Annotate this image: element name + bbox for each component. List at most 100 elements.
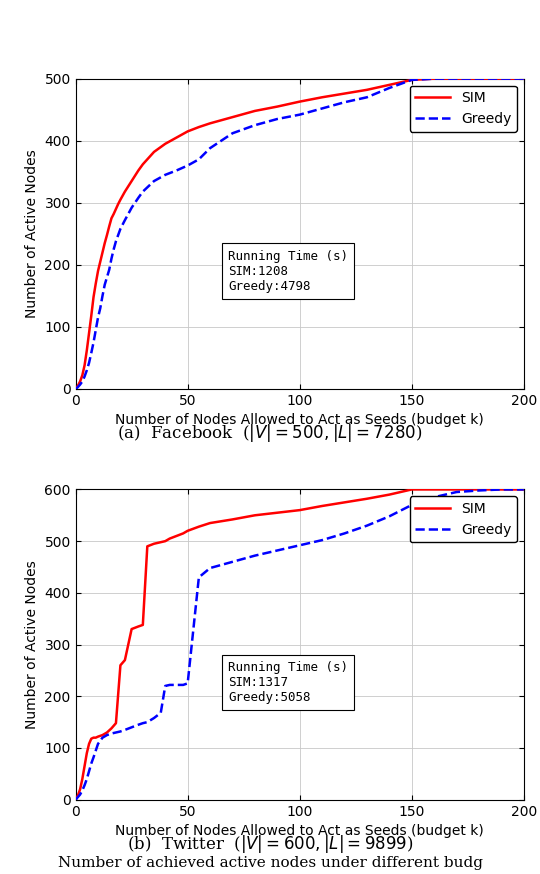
SIM	[84, 345, 90, 356]
Legend: SIM, Greedy: SIM, Greedy	[409, 496, 517, 543]
Y-axis label: Number of Active Nodes: Number of Active Nodes	[25, 560, 39, 729]
Greedy	[95, 739, 102, 749]
Greedy	[252, 551, 258, 561]
SIM	[158, 537, 164, 547]
SIM	[135, 621, 141, 632]
SIM	[162, 139, 168, 149]
Greedy	[99, 732, 106, 743]
Greedy	[363, 520, 370, 531]
SIM	[252, 510, 258, 521]
Greedy	[102, 280, 108, 290]
Greedy	[476, 485, 482, 496]
SIM	[88, 733, 94, 744]
SIM	[195, 121, 202, 132]
SIM	[117, 194, 124, 205]
SIM	[122, 655, 128, 665]
SIM	[252, 106, 258, 116]
Greedy	[79, 785, 85, 795]
Greedy	[108, 728, 114, 739]
Line: SIM: SIM	[76, 489, 524, 800]
Greedy	[90, 337, 97, 348]
Greedy	[431, 73, 437, 84]
Text: Running Time (s)
SIM:1208
Greedy:4798: Running Time (s) SIM:1208 Greedy:4798	[228, 250, 348, 293]
Greedy	[97, 303, 104, 314]
SIM	[184, 525, 191, 536]
SIM	[386, 80, 393, 90]
Greedy	[319, 103, 325, 114]
SIM	[129, 624, 135, 635]
Text: Number of achieved active nodes under different budg: Number of achieved active nodes under di…	[57, 856, 483, 870]
SIM	[113, 718, 119, 728]
SIM	[162, 536, 168, 546]
SIM	[86, 328, 92, 338]
Greedy	[229, 557, 235, 567]
SIM	[274, 101, 281, 112]
Greedy	[135, 192, 141, 203]
Greedy	[207, 143, 213, 154]
SIM	[296, 505, 303, 516]
Greedy	[195, 154, 202, 164]
Greedy	[151, 713, 157, 724]
SIM	[92, 278, 99, 288]
Greedy	[296, 109, 303, 120]
Greedy	[113, 727, 119, 738]
SIM	[82, 360, 88, 371]
SIM	[115, 198, 122, 209]
SIM	[90, 292, 97, 302]
SIM	[151, 147, 157, 157]
Line: SIM: SIM	[76, 79, 524, 389]
SIM	[195, 522, 202, 532]
Y-axis label: Number of Active Nodes: Number of Active Nodes	[25, 149, 39, 318]
SIM	[274, 508, 281, 518]
Greedy	[453, 487, 460, 497]
Greedy	[75, 382, 81, 392]
Greedy	[184, 678, 191, 689]
SIM	[90, 732, 97, 743]
Greedy	[129, 203, 135, 213]
Greedy	[111, 244, 117, 254]
SIM	[151, 538, 157, 549]
SIM	[79, 773, 85, 784]
SIM	[521, 484, 527, 495]
Greedy	[363, 92, 370, 102]
SIM	[92, 732, 99, 743]
SIM	[229, 514, 235, 524]
Greedy	[498, 73, 504, 84]
Greedy	[162, 681, 168, 691]
Greedy	[173, 165, 180, 176]
SIM	[72, 794, 79, 805]
Greedy	[115, 230, 122, 240]
SIM	[341, 497, 348, 508]
SIM	[75, 790, 81, 801]
Greedy	[86, 766, 92, 776]
SIM	[135, 165, 141, 176]
Greedy	[386, 511, 393, 522]
Greedy	[122, 725, 128, 735]
SIM	[173, 132, 180, 142]
SIM	[341, 88, 348, 99]
SIM	[108, 723, 114, 733]
Greedy	[252, 120, 258, 130]
Greedy	[476, 73, 482, 84]
SIM	[184, 126, 191, 136]
SIM	[207, 517, 213, 528]
SIM	[99, 730, 106, 740]
SIM	[229, 112, 235, 122]
Legend: SIM, Greedy: SIM, Greedy	[409, 86, 517, 132]
SIM	[88, 310, 94, 321]
Greedy	[135, 719, 141, 730]
Greedy	[104, 730, 110, 740]
SIM	[363, 494, 370, 504]
SIM	[75, 380, 81, 391]
SIM	[363, 85, 370, 95]
SIM	[476, 484, 482, 495]
Greedy	[113, 236, 119, 246]
SIM	[453, 484, 460, 495]
SIM	[144, 541, 151, 551]
SIM	[122, 186, 128, 197]
Greedy	[498, 484, 504, 495]
Greedy	[229, 128, 235, 138]
SIM	[166, 533, 173, 544]
SIM	[84, 748, 90, 759]
Greedy	[90, 752, 97, 762]
